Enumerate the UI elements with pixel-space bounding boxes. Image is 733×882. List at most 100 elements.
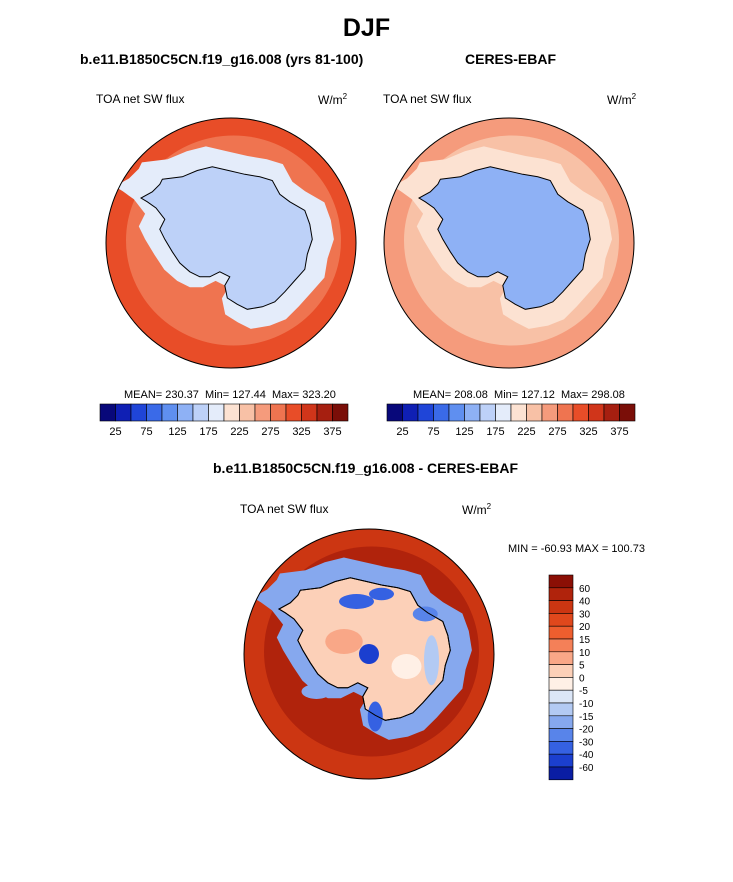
panel3-title: b.e11.B1850C5CN.f19_g16.008 - CERES-EBAF	[213, 460, 519, 476]
colorbar1-tick-label: 25	[109, 426, 121, 438]
colorbar3-tick-label: 20	[579, 622, 591, 633]
map2-anomaly-7	[325, 629, 363, 654]
panel1-variable: TOA net SW flux	[96, 92, 185, 106]
colorbar3-tick-label: 60	[579, 584, 591, 595]
colorbar3-swatch	[548, 741, 574, 755]
colorbar1-swatch	[99, 403, 116, 422]
colorbar1-swatch	[208, 403, 225, 422]
colorbar1-swatch	[332, 403, 349, 422]
colorbar1-swatch	[316, 403, 333, 422]
colorbar1-tick-label: 125	[168, 426, 186, 438]
colorbar3-tick-label: -30	[579, 737, 594, 748]
colorbar2-swatch	[572, 403, 589, 422]
colorbar3-swatch	[548, 677, 574, 691]
panel1-title: b.e11.B1850C5CN.f19_g16.008 (yrs 81-100)	[80, 51, 364, 67]
colorbar2-tick-label: 325	[579, 426, 597, 438]
colorbar2-swatch	[417, 403, 434, 422]
panel2-max: Max= 298.08	[561, 389, 625, 401]
map0-antarctica	[139, 166, 313, 310]
colorbar1-swatch	[130, 403, 147, 422]
panel2-min: Min= 127.12	[494, 389, 555, 401]
colorbar3-tick-label: 10	[579, 648, 591, 659]
colorbar2-swatch	[386, 403, 403, 422]
colorbar2-swatch	[619, 403, 636, 422]
colorbar2-swatch	[433, 403, 450, 422]
colorbar3-swatch	[548, 753, 574, 768]
colorbar3-swatch	[548, 728, 574, 742]
colorbar1-swatch	[146, 403, 163, 422]
panel3-variable: TOA net SW flux	[240, 502, 329, 516]
colorbar2-swatch	[557, 403, 574, 422]
panel1-min: Min= 127.44	[205, 389, 266, 401]
colorbar2-swatch	[526, 403, 543, 422]
colorbar2-tick-label: 75	[427, 426, 439, 438]
colorbar3-swatch	[548, 600, 574, 614]
map1-border	[383, 117, 635, 369]
colorbar3-swatch	[548, 587, 574, 601]
colorbar1-swatch	[301, 403, 318, 422]
colorbar3-tick-label: 30	[579, 609, 591, 620]
colorbar3-tick-label: -40	[579, 750, 594, 761]
colorbar3-swatch	[548, 664, 574, 678]
colorbar3-swatch	[548, 625, 574, 640]
colorbar1-tick-label: 275	[261, 426, 279, 438]
colorbar3-swatch	[548, 715, 574, 729]
colorbar2-tick-label: 125	[455, 426, 473, 438]
colorbar1-swatch	[192, 403, 209, 422]
panel1-units: W/m2	[318, 92, 348, 107]
panel1-stats: MEAN= 230.37 Min= 127.44 Max= 323.20	[124, 389, 336, 401]
colorbar3-swatch	[548, 766, 574, 781]
colorbar3-swatch	[548, 689, 574, 704]
colorbar1-tick-label: 175	[199, 426, 217, 438]
map2-anomaly-4	[367, 701, 383, 732]
colorbar3-swatch	[548, 574, 574, 589]
colorbar1-swatch	[115, 403, 132, 422]
colorbar2-swatch	[603, 403, 620, 422]
colorbar1-swatch	[177, 403, 194, 422]
colorbar3-tick-label: 40	[579, 597, 591, 608]
colorbar2-tick-label: 275	[548, 426, 566, 438]
panel2-stats: MEAN= 208.08 Min= 127.12 Max= 298.08	[413, 389, 625, 401]
colorbar3-tick-label: -10	[579, 699, 594, 710]
map2-anomaly-3	[301, 684, 332, 699]
panel3-units: W/m2	[462, 502, 492, 517]
colorbar1-swatch	[285, 403, 302, 422]
panel1-mean: MEAN= 230.37	[124, 389, 199, 401]
colorbar2-tick-label: 175	[486, 426, 504, 438]
panel2-units: W/m2	[607, 92, 637, 107]
colorbar2-tick-label: 375	[610, 426, 628, 438]
map2-anomaly-0	[339, 594, 374, 609]
panel2-title: CERES-EBAF	[465, 51, 557, 67]
colorbar1-tick-label: 375	[323, 426, 341, 438]
colorbar2-tick-label: 225	[517, 426, 535, 438]
colorbar3-swatch	[548, 702, 574, 717]
colorbar2-swatch	[479, 403, 496, 422]
colorbar1-swatch	[254, 403, 271, 422]
colorbar1-swatch	[161, 403, 178, 422]
colorbar2-swatch	[510, 403, 527, 422]
colorbar1-swatch	[239, 403, 256, 422]
colorbar3-tick-label: 0	[579, 673, 585, 684]
map2-anomaly-5	[359, 644, 379, 664]
colorbar3-swatch	[548, 651, 574, 665]
colorbar3-tick-label: -15	[579, 712, 594, 723]
colorbar1-swatch	[270, 403, 287, 422]
colorbar2-swatch	[448, 403, 465, 422]
map2-border	[243, 528, 495, 780]
colorbar2-swatch	[495, 403, 512, 422]
colorbar3-swatch	[548, 638, 574, 653]
colorbar2-swatch	[464, 403, 481, 422]
panel2-variable: TOA net SW flux	[383, 92, 472, 106]
map0-border	[105, 117, 357, 369]
colorbar2-swatch	[402, 403, 419, 422]
map2-coastline	[277, 577, 451, 721]
colorbar3-tick-label: -20	[579, 725, 594, 736]
map2-anomaly-2	[412, 606, 438, 622]
colorbar1-tick-label: 75	[140, 426, 152, 438]
map2-anomaly-6	[391, 654, 422, 679]
colorbar3-tick-label: 15	[579, 635, 591, 646]
panel3-stats: MIN = -60.93 MAX = 100.73	[508, 543, 645, 555]
map2-anomaly-8	[424, 635, 439, 686]
colorbar1-tick-label: 325	[292, 426, 310, 438]
colorbar3-swatch	[548, 613, 574, 627]
